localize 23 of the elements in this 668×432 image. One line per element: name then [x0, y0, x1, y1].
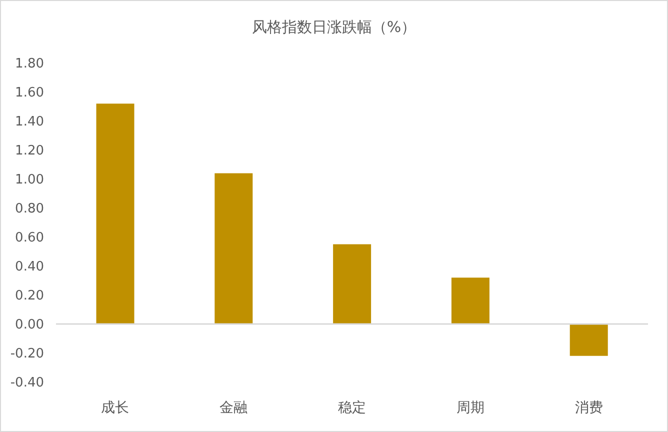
y-tick-label: 0.60 — [15, 230, 44, 246]
y-tick-label: 0.80 — [15, 202, 44, 217]
y-tick-label: -0.20 — [10, 346, 44, 362]
x-tick-label: 金融 — [220, 400, 248, 416]
y-tick-label: 1.20 — [15, 144, 44, 159]
y-tick-label: 0.00 — [15, 318, 44, 333]
y-tick-label: 0.40 — [15, 260, 44, 275]
x-tick-label: 消费 — [574, 400, 603, 416]
x-tick-label: 周期 — [456, 400, 484, 416]
bar — [451, 278, 490, 324]
y-tick-label: 1.40 — [15, 114, 44, 130]
x-tick-label: 成长 — [101, 400, 130, 416]
bar — [96, 104, 134, 324]
x-tick-label: 稳定 — [338, 400, 366, 416]
y-tick-label: 1.80 — [15, 56, 44, 72]
y-tick-label: 1.60 — [15, 86, 44, 101]
y-tick-label: 1.00 — [15, 172, 44, 188]
bar — [333, 244, 372, 324]
bar — [570, 324, 608, 356]
y-tick-label: -0.40 — [10, 376, 44, 391]
y-tick-label: 0.20 — [15, 288, 44, 304]
bar — [214, 173, 253, 324]
chart-title: 风格指数日涨跌幅（%） — [250, 18, 418, 37]
